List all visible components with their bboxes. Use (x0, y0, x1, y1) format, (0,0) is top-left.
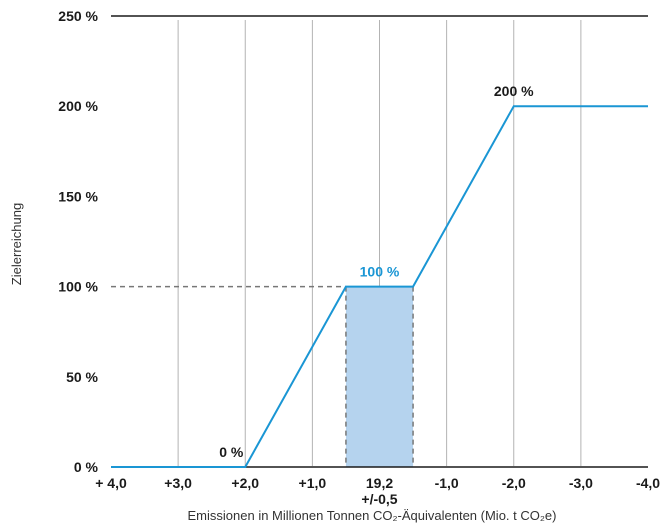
series-line (111, 105, 648, 468)
annotation-label: 200 % (494, 83, 534, 99)
x-tick-label-center: 19,2 (366, 475, 393, 491)
x-tick-label: +3,0 (164, 475, 192, 491)
y-tick-label: 50 % (66, 369, 98, 385)
x-tick-label: + 4,0 (95, 475, 127, 491)
x-tick-labels: + 4,0 +3,0 +2,0 +1,0 19,2 -1,0 -2,0 -3,0 -4,0 +/-… (95, 475, 660, 507)
y-tick-label: 100 % (58, 279, 98, 295)
x-tick-label: +1,0 (299, 475, 327, 491)
x-tick-label: -1,0 (435, 475, 459, 491)
x-axis-label: Emissionen in Millionen Tonnen CO₂-Äquiv… (188, 508, 557, 523)
annotation-label: 0 % (219, 444, 244, 460)
y-tick-label: 0 % (74, 459, 99, 475)
target-band-layer (111, 285, 414, 467)
x-tick-label: +2,0 (231, 475, 259, 491)
x-tick-label: -4,0 (636, 475, 660, 491)
annotation-label: 100 % (360, 264, 400, 280)
vertical-gridlines (177, 20, 582, 466)
annotations: 0 % 100 % 200 % (219, 83, 534, 460)
x-tick-label: -3,0 (569, 475, 593, 491)
y-tick-label: 200 % (58, 98, 98, 114)
y-axis-label: Zielerreichung (9, 203, 24, 285)
series-layer (111, 105, 648, 468)
y-tick-label: 150 % (58, 188, 98, 204)
y-tick-labels: 0 % 50 % 100 % 150 % 200 % 250 % (58, 8, 98, 475)
target-band (345, 286, 414, 467)
x-tick-sublabel-center: +/-0,5 (361, 491, 397, 507)
x-tick-label: -2,0 (502, 475, 526, 491)
y-tick-label: 250 % (58, 8, 98, 24)
